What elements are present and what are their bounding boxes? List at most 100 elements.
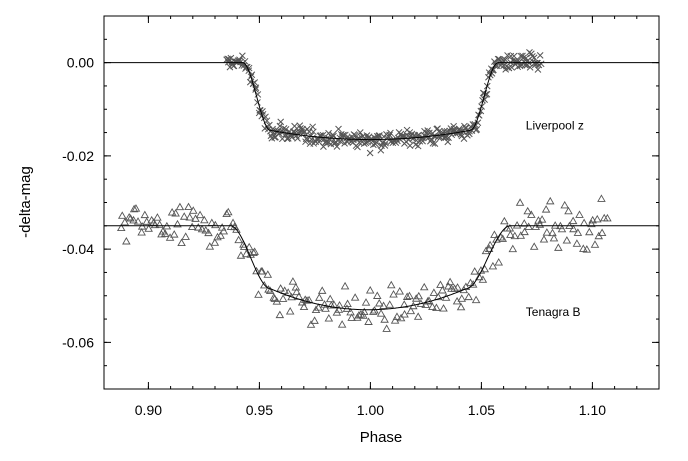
data-point [116, 223, 126, 232]
data-point [361, 298, 371, 306]
data-point [442, 134, 450, 141]
data-point [441, 127, 448, 135]
data-point [372, 291, 382, 299]
x-tick-label: 1.10 [579, 402, 606, 418]
data-point [382, 139, 389, 147]
data-point [184, 202, 193, 211]
data-point [514, 63, 522, 71]
data-point [365, 285, 375, 294]
data-point [334, 305, 344, 313]
data-point [512, 221, 522, 229]
data-point [304, 295, 314, 304]
data-point [251, 79, 259, 86]
data-point [277, 118, 285, 126]
data-point [320, 143, 327, 150]
data-point [263, 270, 273, 278]
data-point [501, 56, 509, 63]
data-point [506, 230, 515, 238]
data-point [485, 240, 495, 249]
data-point [429, 139, 437, 147]
data-point [173, 219, 182, 228]
data-point [364, 317, 373, 325]
data-point [560, 200, 570, 209]
data-point [292, 287, 301, 296]
data-point [588, 215, 597, 224]
data-point [129, 215, 138, 224]
data-point [431, 140, 439, 147]
x-axis-title: Phase [360, 429, 403, 446]
data-point [549, 233, 559, 242]
data-point [308, 135, 315, 143]
data-point [207, 218, 217, 226]
data-point [144, 224, 153, 232]
data-point [254, 99, 261, 106]
data-point [423, 129, 431, 137]
data-point [572, 239, 582, 247]
data-point [314, 303, 323, 311]
data-point [456, 302, 466, 311]
data-point [482, 91, 489, 98]
data-point [366, 149, 374, 157]
data-point [201, 225, 211, 234]
data-point [411, 294, 421, 302]
data-point [272, 297, 282, 305]
data-point [535, 220, 545, 228]
data-point [453, 283, 462, 291]
data-point [343, 299, 352, 307]
data-point [406, 142, 414, 149]
data-point [224, 207, 233, 216]
data-point [457, 294, 467, 302]
data-point [188, 206, 198, 214]
data-point [245, 64, 253, 72]
data-point [213, 232, 222, 241]
data-point [473, 126, 481, 133]
data-point [575, 210, 584, 218]
data-point [402, 292, 412, 300]
data-point [545, 196, 555, 205]
data-point [185, 213, 194, 221]
data-point [529, 242, 539, 250]
data-point [573, 228, 583, 236]
data-point [542, 228, 552, 236]
data-point [302, 135, 310, 143]
data-point [379, 301, 388, 309]
data-point [539, 235, 549, 243]
data-point [175, 202, 185, 211]
data-point [508, 244, 518, 253]
data-point [171, 209, 180, 217]
data-point [481, 246, 491, 255]
data-point [536, 52, 544, 59]
data-point [288, 277, 298, 285]
x-tick-label: 0.90 [135, 402, 162, 418]
data-point [160, 229, 170, 237]
data-point [498, 234, 508, 242]
data-point [155, 220, 164, 228]
data-point [579, 218, 589, 227]
data-point [527, 210, 536, 218]
data-point [314, 293, 324, 301]
data-point [541, 205, 551, 213]
data-point [593, 214, 602, 223]
data-point [177, 238, 186, 247]
data-point [275, 310, 285, 319]
data-point [376, 132, 383, 139]
x-tick-label: 1.00 [357, 402, 384, 418]
data-point [211, 220, 220, 229]
data-point [396, 313, 406, 322]
data-point [259, 280, 269, 289]
data-point [131, 204, 141, 212]
data-point [582, 245, 592, 253]
data-point [405, 291, 414, 300]
data-point [300, 295, 310, 303]
data-point [232, 225, 241, 233]
data-point [464, 292, 473, 301]
data-point [291, 122, 298, 130]
data-point [390, 316, 400, 324]
data-point [122, 236, 131, 245]
data-point [524, 222, 533, 230]
plot-frame [103, 15, 660, 390]
data-point [137, 228, 146, 236]
data-point [169, 230, 179, 238]
data-point [484, 244, 494, 252]
data-point [433, 292, 443, 301]
